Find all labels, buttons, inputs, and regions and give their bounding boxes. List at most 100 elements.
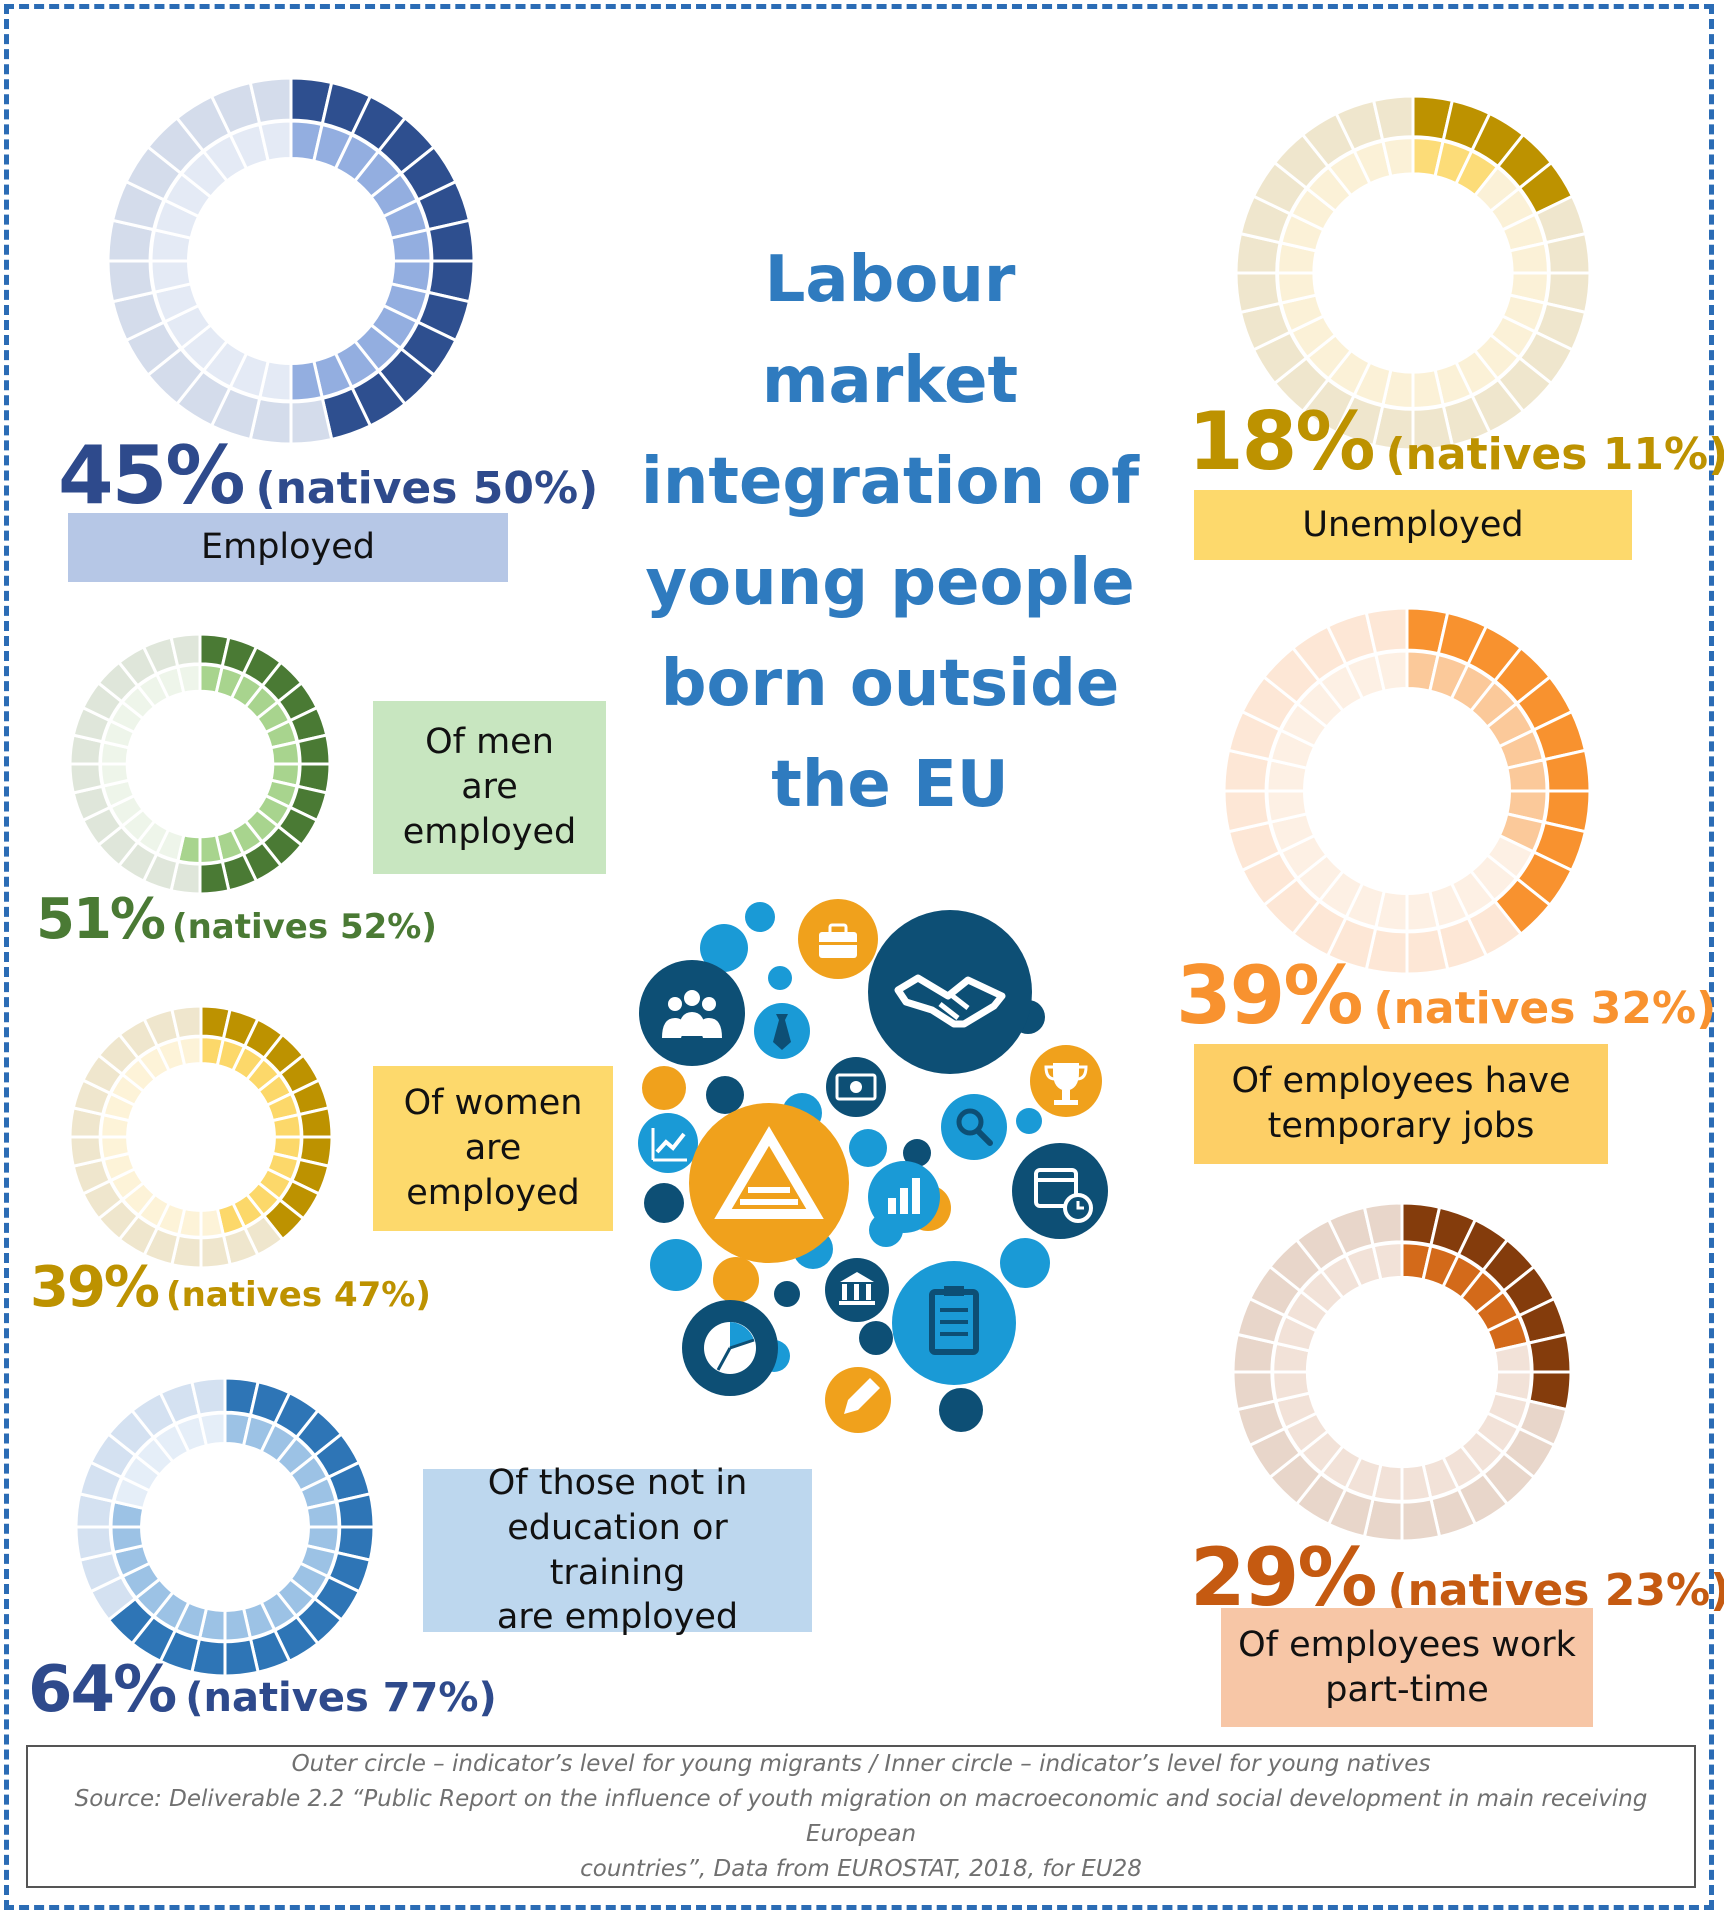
donut-unemployed bbox=[1234, 94, 1592, 452]
dot bbox=[644, 1183, 684, 1223]
logo-icon bbox=[689, 1103, 849, 1263]
note-line: countries”, Data from EUROSTAT, 2018, fo… bbox=[580, 1855, 1142, 1882]
label-line: Of those not in bbox=[487, 1462, 748, 1503]
percent-value: 64% bbox=[28, 1653, 177, 1727]
search-icon bbox=[941, 1094, 1007, 1160]
dot bbox=[1016, 1108, 1042, 1134]
donut-parttime bbox=[1231, 1201, 1573, 1543]
percent-value: 45% bbox=[58, 429, 245, 522]
donut-men bbox=[68, 632, 332, 896]
page-title: Labour market integration of young peopl… bbox=[620, 230, 1160, 836]
percent-value: 29% bbox=[1190, 1531, 1377, 1624]
bar-chart-icon bbox=[868, 1161, 940, 1233]
label-unemployed: Unemployed bbox=[1194, 490, 1632, 560]
dot bbox=[903, 1139, 931, 1167]
pencil-icon bbox=[825, 1367, 891, 1433]
native-segment bbox=[258, 119, 293, 163]
title-line: market bbox=[761, 344, 1019, 418]
migrant-segment bbox=[68, 1135, 105, 1168]
calendar-icon bbox=[1012, 1143, 1108, 1239]
tie-icon bbox=[754, 1003, 810, 1059]
money-icon bbox=[826, 1057, 886, 1117]
migrant-segment bbox=[297, 1106, 334, 1139]
label-women: Of women are employed bbox=[373, 1066, 613, 1231]
dashed-frame bbox=[4, 4, 1714, 1910]
dot bbox=[745, 902, 775, 932]
dot bbox=[768, 966, 792, 990]
pct-neet: 64% (natives 77%) bbox=[28, 1658, 497, 1722]
label-parttime: Of employees work part-time bbox=[1221, 1608, 1593, 1727]
note-line: Source: Deliverable 2.2 “Public Report o… bbox=[74, 1785, 1648, 1847]
migrant-segment bbox=[68, 762, 105, 795]
label-line: Of men bbox=[425, 722, 554, 763]
percent-value: 18% bbox=[1188, 395, 1375, 488]
percent-value: 51% bbox=[36, 887, 166, 952]
label-line: part-time bbox=[1325, 1669, 1489, 1710]
natives-value: (natives 47%) bbox=[166, 1275, 431, 1315]
label-line: Employed bbox=[200, 527, 376, 568]
label-line: employed bbox=[406, 1172, 580, 1213]
label-temporary: Of employees have temporary jobs bbox=[1194, 1044, 1608, 1164]
title-line: integration of bbox=[640, 445, 1140, 519]
label-employed: Employed bbox=[68, 513, 508, 582]
icon-cluster bbox=[638, 899, 1108, 1433]
label-line: are employed bbox=[496, 1597, 739, 1638]
native-segment bbox=[1381, 136, 1415, 179]
label-line: are bbox=[464, 1128, 522, 1169]
natives-value: (natives 32%) bbox=[1373, 983, 1717, 1034]
native-segment bbox=[1374, 649, 1409, 693]
native-segment bbox=[176, 1035, 203, 1068]
label-men: Of men are employed bbox=[373, 701, 606, 874]
label-line: Of employees work bbox=[1238, 1624, 1576, 1665]
migrant-segment bbox=[170, 1004, 203, 1041]
donut-employed bbox=[106, 76, 476, 446]
dot bbox=[713, 1257, 759, 1303]
natives-value: (natives 11%) bbox=[1385, 429, 1724, 480]
donut-women bbox=[68, 1004, 334, 1270]
pie-chart-icon bbox=[682, 1300, 778, 1396]
title-line: young people bbox=[645, 546, 1135, 620]
note-line: Outer circle – indicator’s level for you… bbox=[291, 1750, 1431, 1777]
dot bbox=[650, 1239, 702, 1291]
label-line: Of employees have bbox=[1231, 1061, 1571, 1102]
donut-neet bbox=[74, 1376, 376, 1678]
label-line: temporary jobs bbox=[1267, 1106, 1535, 1146]
native-segment bbox=[176, 663, 202, 695]
dot bbox=[1000, 1238, 1050, 1288]
migrant-segment bbox=[74, 1525, 115, 1562]
migrant-segment bbox=[295, 733, 332, 766]
briefcase-icon bbox=[798, 899, 878, 979]
dot bbox=[706, 1076, 744, 1114]
native-segment bbox=[1371, 1241, 1404, 1282]
migrant-segment bbox=[169, 632, 202, 669]
chart-up-icon bbox=[638, 1113, 698, 1173]
natives-value: (natives 50%) bbox=[255, 463, 599, 514]
dot bbox=[700, 924, 748, 972]
title-line: the EU bbox=[771, 748, 1009, 822]
handshake-icon bbox=[868, 910, 1032, 1074]
label-line: Of women bbox=[403, 1083, 583, 1124]
pct-unemployed: 18% (natives 11%) bbox=[1188, 402, 1724, 482]
dot bbox=[939, 1388, 983, 1432]
dot bbox=[774, 1281, 800, 1307]
clipboard-icon bbox=[892, 1261, 1016, 1385]
migrant-segment bbox=[190, 1376, 227, 1417]
dot bbox=[849, 1129, 887, 1167]
bank-icon bbox=[825, 1258, 889, 1322]
natives-value: (natives 77%) bbox=[185, 1675, 497, 1721]
title-line: born outside bbox=[660, 647, 1120, 721]
percent-value: 39% bbox=[30, 1255, 160, 1320]
dot bbox=[642, 1066, 686, 1110]
label-neet: Of those not in education or training ar… bbox=[423, 1463, 812, 1637]
native-segment bbox=[197, 1411, 227, 1448]
label-line: Unemployed bbox=[1302, 504, 1524, 545]
source-note: Outer circle – indicator’s level for you… bbox=[26, 1745, 1696, 1888]
people-icon bbox=[639, 960, 745, 1066]
pct-temporary: 39% (natives 32%) bbox=[1176, 956, 1716, 1036]
donut-temporary bbox=[1222, 606, 1592, 976]
title-line: Labour bbox=[764, 243, 1016, 317]
migrant-segment bbox=[198, 859, 231, 896]
pct-employed: 45% (natives 50%) bbox=[58, 436, 598, 516]
migrant-segment bbox=[335, 1492, 376, 1529]
label-line: are bbox=[461, 767, 518, 808]
